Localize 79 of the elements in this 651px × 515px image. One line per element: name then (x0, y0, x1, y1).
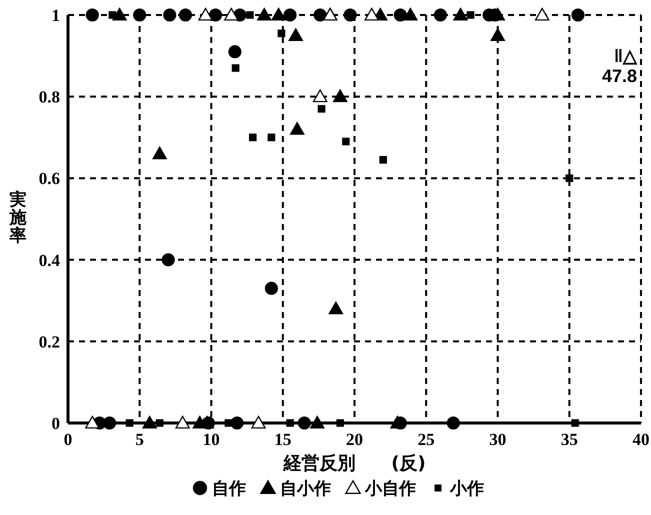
point (566, 174, 574, 182)
legend-label: 小自作 (364, 479, 416, 499)
point (310, 416, 324, 429)
point (85, 416, 100, 429)
point (332, 89, 348, 102)
point (268, 134, 276, 142)
point (271, 8, 286, 21)
x-tick-label: 40 (632, 430, 650, 449)
point (175, 416, 190, 429)
x-tick-label: 30 (489, 430, 506, 449)
point (224, 419, 232, 427)
point (446, 416, 460, 430)
y-tick-label: 0.4 (38, 250, 60, 270)
point (133, 8, 146, 22)
point (112, 8, 127, 21)
y-tick-label: 0.6 (38, 169, 60, 188)
legend-label: 自作 (212, 479, 246, 499)
point (534, 8, 550, 21)
point (336, 419, 344, 427)
legend-label: 小作 (449, 479, 484, 499)
point (198, 8, 213, 21)
point (230, 416, 244, 430)
point (152, 146, 167, 160)
x-tick-label: 35 (560, 430, 578, 449)
point (228, 45, 242, 58)
x-tick-label: 25 (418, 430, 435, 449)
point (246, 11, 254, 19)
point (290, 122, 304, 135)
point (379, 156, 387, 164)
x-tick-label: 5 (135, 430, 144, 449)
point (490, 28, 505, 41)
point (178, 8, 192, 22)
point (257, 8, 272, 21)
x-tick-label: 10 (202, 430, 220, 449)
x-tick-label: 15 (274, 430, 292, 449)
y-tick-label: 0 (52, 414, 60, 433)
point (344, 8, 357, 22)
point (86, 8, 99, 22)
y-tick-label: 0.8 (38, 88, 60, 107)
x-tick-label: 20 (346, 430, 363, 449)
x-tick-label: 0 (64, 430, 72, 449)
y-tick-label: 1 (52, 6, 60, 25)
point (403, 8, 418, 21)
point (162, 253, 175, 266)
annotation: ‖△ 47.8 (602, 46, 638, 86)
point (126, 419, 134, 427)
point (251, 416, 266, 429)
point (453, 8, 468, 21)
point (102, 416, 116, 430)
point (286, 419, 294, 427)
point (209, 8, 222, 22)
point (224, 8, 239, 21)
point (283, 8, 297, 22)
point (298, 416, 311, 430)
point (108, 11, 116, 19)
point (142, 416, 157, 429)
point (318, 105, 326, 113)
point (571, 419, 579, 427)
point (312, 89, 328, 102)
x-axis-title: 経営反別 (反) (282, 453, 426, 474)
point (571, 8, 585, 22)
point (314, 8, 327, 22)
point (394, 8, 407, 22)
point (232, 64, 240, 72)
point (248, 134, 257, 142)
y-tick-label: 0.2 (38, 332, 60, 352)
point (163, 8, 176, 22)
point (434, 8, 447, 22)
point (264, 282, 278, 295)
point (390, 416, 405, 429)
point (466, 11, 474, 19)
point (342, 138, 350, 146)
point (364, 8, 379, 21)
point (288, 28, 303, 41)
point (328, 302, 344, 314)
point (278, 30, 286, 38)
y-axis-title: 実施率 (8, 190, 28, 246)
point (156, 419, 164, 427)
legend-label: 自小作 (280, 479, 331, 499)
